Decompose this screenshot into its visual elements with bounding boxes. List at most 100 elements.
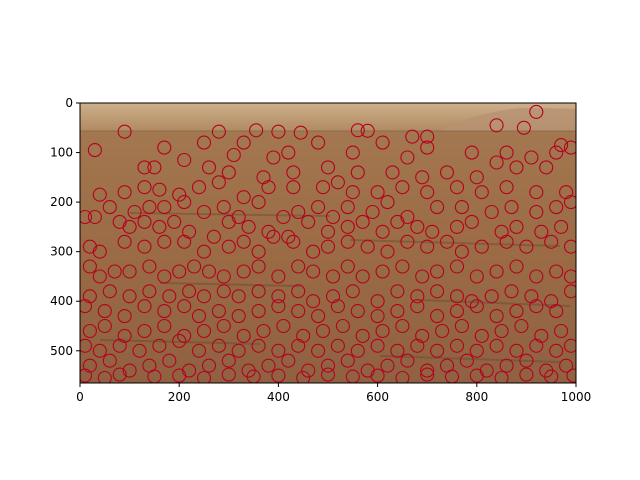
y-tick-label: 100 bbox=[50, 146, 73, 160]
scatter-point bbox=[335, 318, 350, 334]
scatter-point bbox=[425, 224, 440, 239]
scatter-point bbox=[345, 369, 360, 383]
scatter-point bbox=[549, 304, 564, 319]
scatter-point bbox=[563, 269, 576, 284]
scatter-point bbox=[122, 363, 137, 378]
scatter-point bbox=[529, 185, 544, 200]
scatter-point bbox=[117, 234, 132, 249]
scatter-point bbox=[529, 104, 544, 119]
scatter-point bbox=[504, 200, 519, 215]
scatter-point bbox=[375, 323, 390, 339]
scatter-point bbox=[549, 200, 564, 215]
scatter-point bbox=[112, 367, 127, 382]
scatter-point bbox=[549, 264, 564, 279]
scatter-point bbox=[291, 259, 306, 274]
scatter-point bbox=[102, 284, 117, 299]
scatter-point bbox=[534, 224, 549, 239]
x-tick-label: 800 bbox=[465, 390, 488, 404]
scatter-point bbox=[206, 229, 221, 244]
scatter-point bbox=[484, 204, 499, 220]
scatter-point bbox=[191, 180, 207, 195]
scatter-point bbox=[430, 284, 445, 299]
scatter-point bbox=[509, 160, 524, 175]
scatter-point bbox=[236, 190, 251, 205]
scatter-point bbox=[221, 214, 236, 229]
scatter-point bbox=[231, 309, 246, 324]
scatter-point bbox=[261, 224, 276, 239]
scatter-point bbox=[554, 323, 569, 339]
scatter-point bbox=[311, 309, 326, 324]
scatter-point bbox=[385, 165, 400, 180]
scatter-point bbox=[80, 299, 93, 314]
scatter-point bbox=[301, 363, 316, 378]
scatter-point bbox=[439, 165, 455, 180]
scatter-point bbox=[410, 299, 425, 314]
scatter-point bbox=[271, 368, 286, 383]
scatter-point bbox=[87, 143, 102, 158]
scatter-point bbox=[162, 353, 177, 368]
scatter-point bbox=[563, 338, 576, 353]
scatter-point bbox=[127, 204, 142, 220]
scatter-point bbox=[449, 289, 465, 304]
scatter-point bbox=[395, 259, 410, 274]
scatter-point bbox=[201, 160, 217, 175]
scatter-point bbox=[375, 224, 390, 239]
scatter-point bbox=[430, 264, 445, 279]
scatter-point bbox=[157, 304, 172, 319]
scatter-point bbox=[281, 229, 296, 244]
scatter-point bbox=[157, 234, 172, 249]
scatter-point bbox=[390, 343, 405, 358]
scatter-point bbox=[529, 204, 544, 220]
scatter-point bbox=[157, 269, 172, 284]
scatter-point bbox=[315, 180, 331, 195]
scatter-point bbox=[172, 187, 187, 202]
scatter-point bbox=[216, 269, 231, 284]
scatter-point bbox=[221, 239, 236, 254]
scatter-point bbox=[142, 259, 157, 274]
scatter-point bbox=[191, 343, 207, 358]
scatter-point bbox=[355, 214, 370, 229]
scatter-point bbox=[529, 269, 544, 284]
scatter-point bbox=[196, 370, 212, 383]
scatter-point bbox=[563, 195, 576, 210]
scatter-point bbox=[291, 284, 306, 299]
scatter-point bbox=[80, 209, 93, 225]
scatter-point bbox=[563, 140, 576, 155]
scatter-point bbox=[420, 363, 435, 378]
scatter-point bbox=[320, 239, 336, 254]
scatter-point bbox=[211, 338, 226, 353]
scatter-point bbox=[544, 234, 559, 249]
scatter-point bbox=[236, 234, 251, 249]
scatter-point bbox=[276, 209, 291, 225]
x-tick-label: 1000 bbox=[561, 390, 592, 404]
scatter-point bbox=[370, 368, 385, 383]
scatter-point bbox=[330, 299, 345, 314]
scatter-point bbox=[459, 353, 474, 368]
scatter-point bbox=[142, 284, 157, 299]
scatter-point bbox=[365, 204, 380, 220]
scatter-point bbox=[231, 289, 246, 304]
scatter-point bbox=[177, 328, 192, 343]
scatter-point bbox=[201, 358, 217, 373]
scatter-point bbox=[350, 304, 365, 319]
scatter-point bbox=[122, 264, 137, 279]
scatter-point bbox=[345, 145, 360, 160]
scatter-point bbox=[529, 338, 544, 353]
scatter-point bbox=[400, 234, 415, 249]
scatter-point bbox=[454, 200, 469, 215]
scatter-point bbox=[92, 343, 107, 358]
scatter-point bbox=[251, 284, 266, 299]
scatter-point bbox=[271, 299, 286, 314]
scatter-point bbox=[516, 120, 531, 135]
scatter-point bbox=[370, 309, 385, 324]
scatter-point bbox=[177, 195, 192, 210]
scatter-point bbox=[514, 318, 529, 334]
scatter-point bbox=[350, 343, 365, 358]
scatter-point bbox=[201, 264, 217, 279]
scatter-point bbox=[296, 370, 311, 383]
y-tick-label: 500 bbox=[50, 344, 73, 358]
scatter-point bbox=[370, 338, 385, 353]
scatter-point bbox=[509, 343, 524, 358]
scatter-point bbox=[360, 123, 375, 138]
scatter-point bbox=[196, 244, 212, 259]
